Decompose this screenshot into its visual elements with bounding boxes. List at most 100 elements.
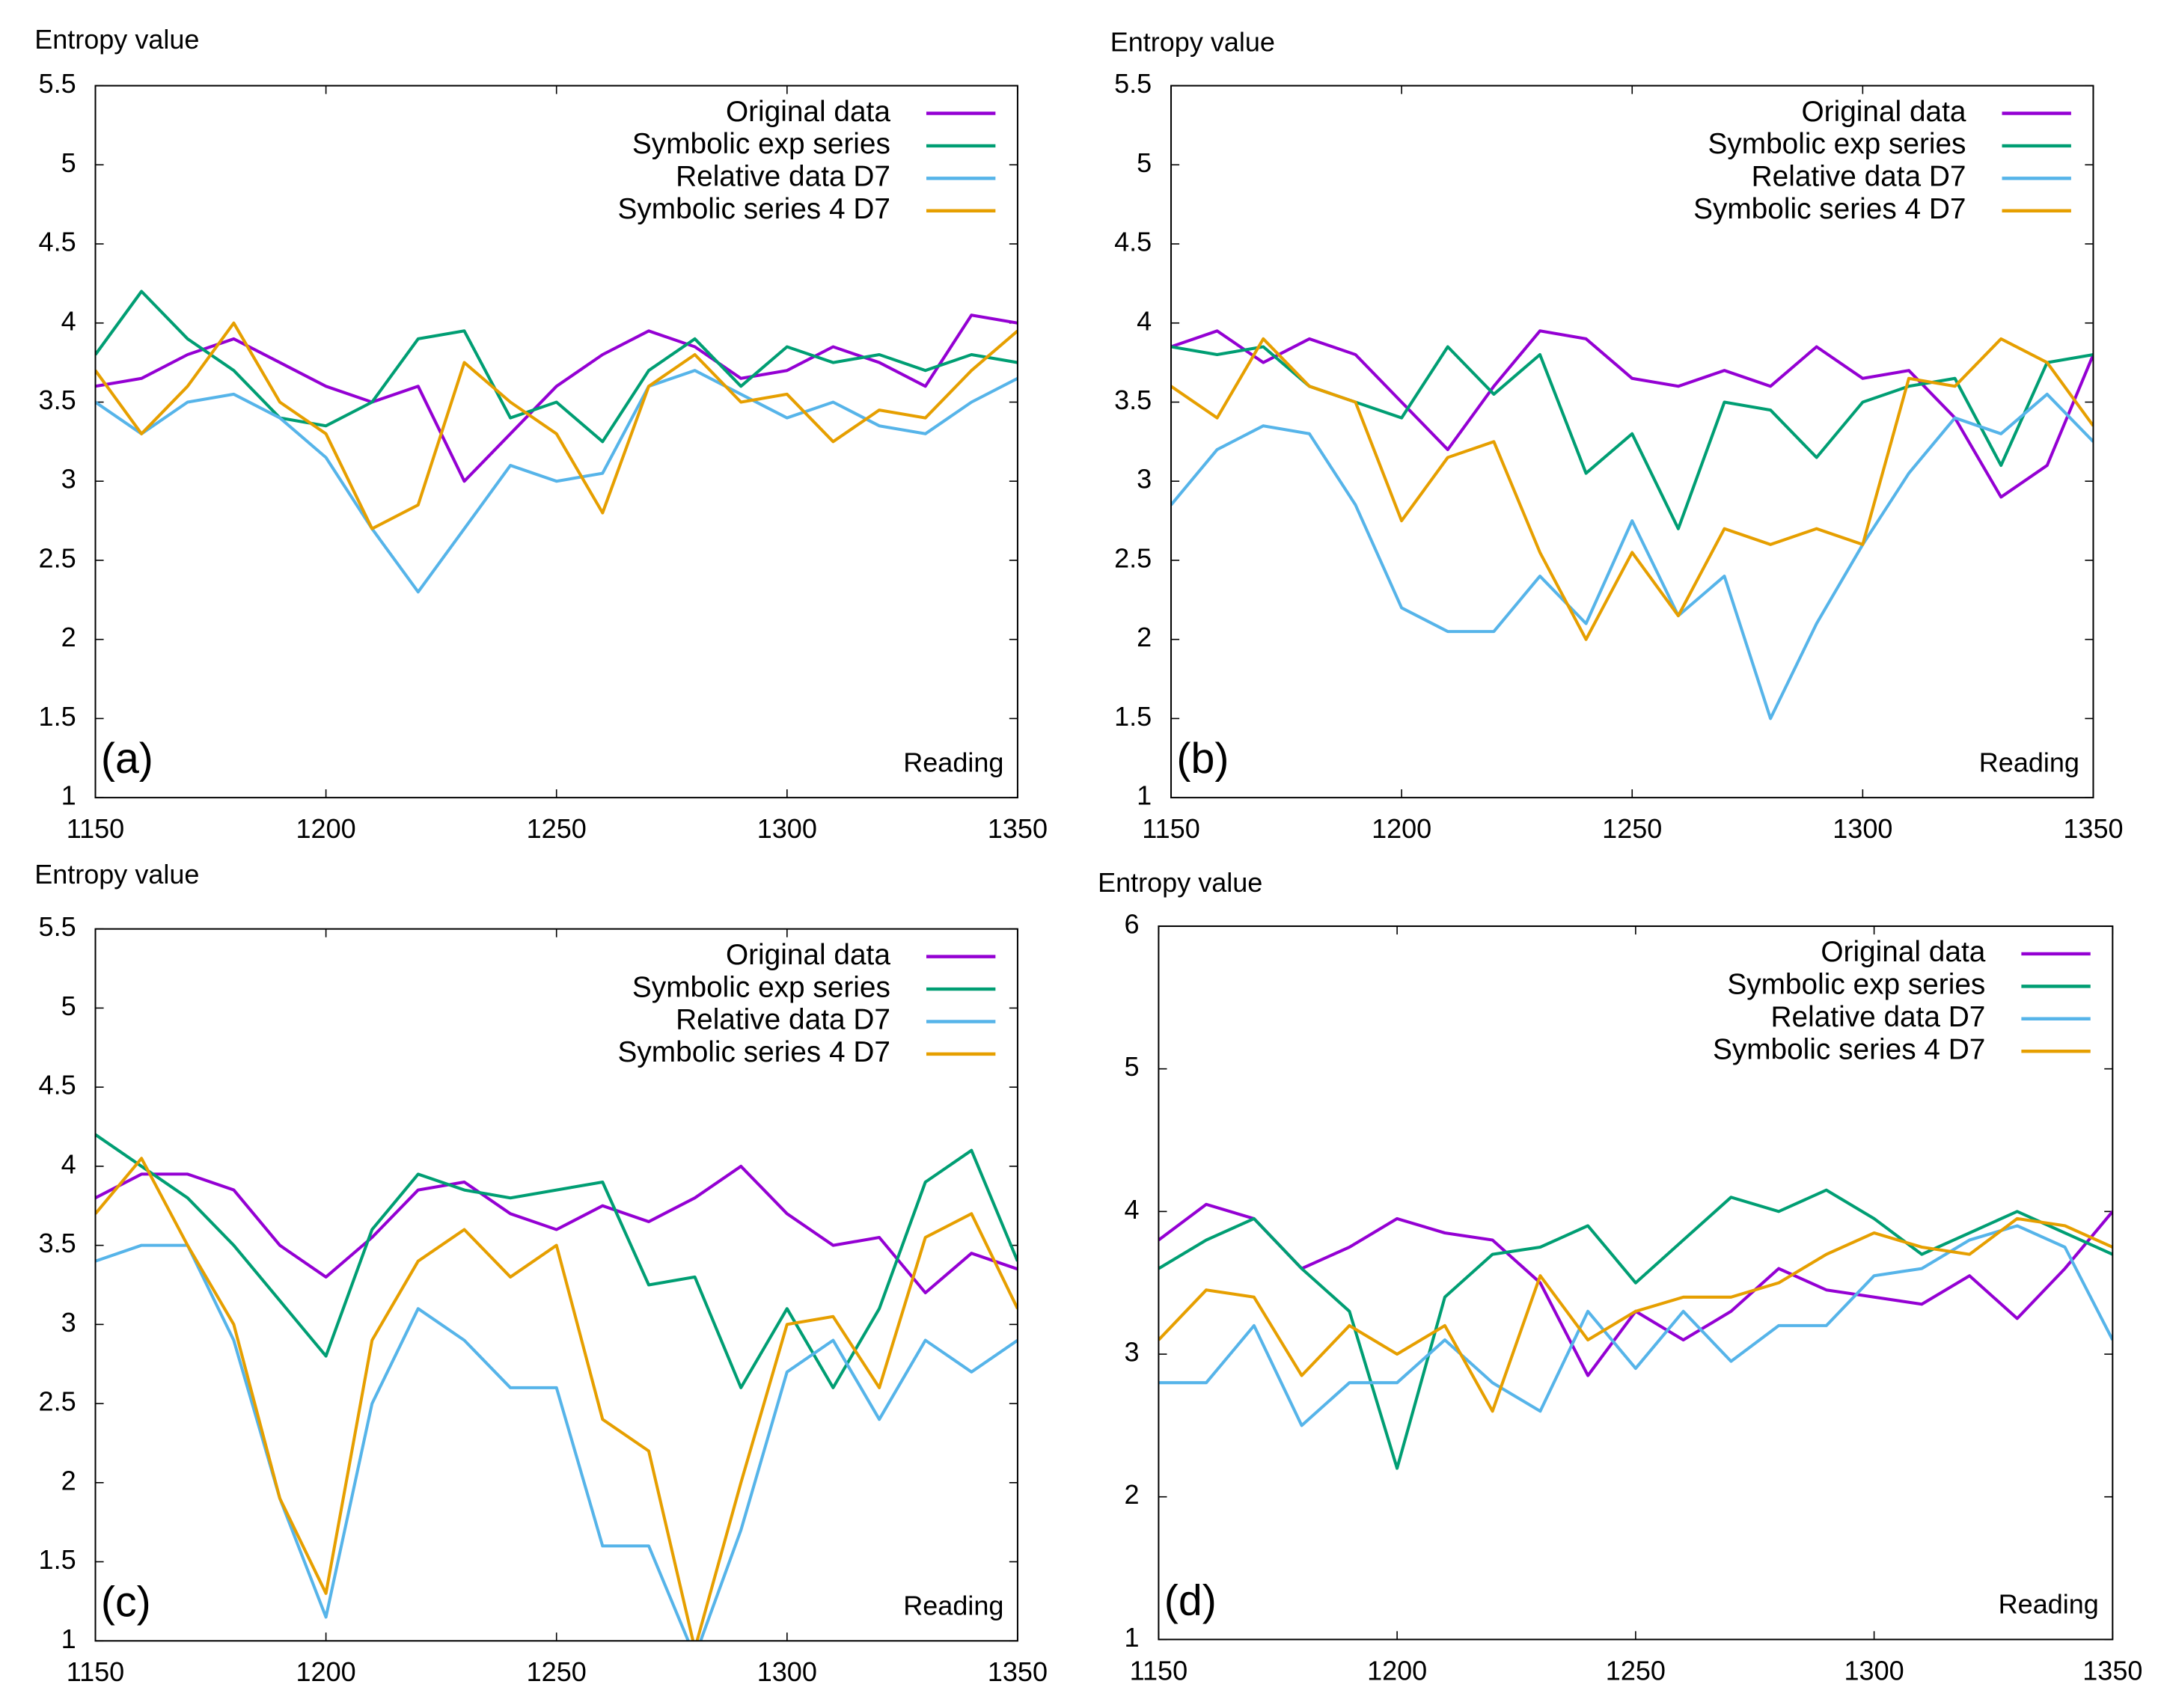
y-tick-label: 5	[61, 991, 76, 1021]
y-tick-label: 2.5	[39, 542, 76, 573]
series-line-2	[1171, 345, 2094, 530]
series-line-3	[1171, 392, 2094, 720]
series-line-2	[1158, 1188, 2113, 1470]
series-line-2	[95, 290, 1018, 444]
x-tick-label: 1150	[1142, 813, 1199, 844]
series-line-4	[1158, 1216, 2113, 1413]
legend-label: Relative data D7	[676, 1004, 890, 1036]
y-tick-label: 2	[61, 1465, 76, 1496]
x-tick-label: 1150	[67, 813, 124, 844]
x-tick-label: 1200	[1367, 1655, 1427, 1686]
series-line-3	[95, 1243, 1018, 1641]
x-tick-label: 1250	[527, 813, 587, 844]
y-tick-label: 3	[61, 1307, 76, 1338]
y-tick-label: 5	[1137, 147, 1152, 178]
x-tick-label: 1150	[1130, 1655, 1188, 1686]
series-line-1	[95, 1164, 1018, 1295]
panel-label: (b)	[1176, 735, 1229, 783]
x-tick-label: 1200	[1372, 813, 1431, 844]
legend-label: Original data	[726, 939, 890, 971]
x-tick-label: 1350	[988, 813, 1048, 844]
y-axis-title: Entropy value	[1110, 27, 1275, 58]
x-tick-label: 1300	[1833, 813, 1892, 844]
legend-label: Relative data D7	[676, 161, 890, 193]
series-line-1	[1171, 329, 2094, 499]
y-tick-label: 4	[61, 305, 76, 336]
legend-label: Relative data D7	[1752, 161, 1966, 193]
x-axis-title: Reading	[1979, 747, 2079, 777]
panel-c: Entropy value 1 1.5 2 2.5 3 3.5 4 4.5 5 5.5 1150 120…	[34, 859, 1048, 1687]
y-tick-label: 2.5	[1114, 542, 1152, 573]
legend-label: Symbolic series 4 D7	[618, 193, 890, 225]
y-tick-label: 4	[61, 1148, 76, 1179]
x-tick-label: 1150	[67, 1656, 124, 1687]
y-tick-label: 1.5	[39, 701, 76, 732]
legend-label: Symbolic exp series	[1708, 128, 1966, 160]
x-tick-label: 1350	[988, 1656, 1048, 1687]
series-line-2	[95, 1133, 1018, 1389]
y-tick-label: 1.5	[1114, 701, 1152, 732]
y-tick-label: 4.5	[39, 227, 76, 257]
x-tick-label: 1300	[757, 1656, 817, 1687]
x-tick-label: 1200	[296, 813, 356, 844]
legend-label: Relative data D7	[1771, 1001, 1986, 1033]
legend-label: Symbolic series 4 D7	[1693, 193, 1966, 225]
x-axis-title: Reading	[1999, 1589, 2099, 1620]
y-tick-label: 1	[1137, 780, 1152, 811]
y-tick-label: 3.5	[39, 1228, 76, 1258]
y-axis-title: Entropy value	[34, 24, 199, 55]
legend-label: Symbolic exp series	[632, 971, 890, 1003]
y-tick-label: 2	[61, 622, 76, 652]
panel-label: (c)	[101, 1578, 151, 1626]
y-tick-label: 4.5	[39, 1070, 76, 1101]
series-line-1	[95, 313, 1018, 483]
x-tick-label: 1300	[757, 813, 817, 844]
y-tick-label: 4	[1124, 1194, 1139, 1225]
series-line-3	[1158, 1224, 2113, 1427]
legend-label: Symbolic exp series	[632, 128, 890, 160]
plot-frame	[94, 928, 1018, 1642]
x-axis-title: Reading	[903, 747, 1003, 777]
legend-label: Original data	[1821, 936, 1985, 968]
y-tick-label: 3	[1124, 1337, 1139, 1368]
panel-label: (a)	[101, 735, 153, 783]
panel-d: Entropy value 1 2 3 4 5 6 1150 1200 1250 1300 1350 O…	[1098, 867, 2142, 1686]
plot-frame	[1158, 925, 2114, 1641]
y-axis-title: Entropy value	[1098, 867, 1262, 898]
y-tick-label: 3.5	[39, 385, 76, 415]
series-line-4	[1171, 337, 2094, 641]
y-tick-label: 5.5	[39, 911, 76, 942]
panel-label: (d)	[1164, 1576, 1217, 1624]
y-tick-label: 3.5	[1114, 385, 1152, 415]
legend-label: Symbolic series 4 D7	[618, 1036, 890, 1068]
y-tick-label: 2	[1137, 622, 1152, 652]
y-tick-label: 2	[1124, 1479, 1139, 1510]
y-tick-label: 5.5	[39, 68, 76, 99]
y-tick-label: 1	[61, 780, 76, 811]
y-axis-title: Entropy value	[34, 859, 199, 890]
y-tick-label: 4	[1137, 305, 1152, 336]
y-tick-label: 1	[1124, 1622, 1139, 1653]
y-tick-label: 5	[1124, 1051, 1139, 1082]
y-tick-label: 3	[61, 464, 76, 495]
series-line-4	[95, 1157, 1018, 1641]
x-tick-label: 1250	[1606, 1655, 1666, 1686]
legend-label: Original data	[1801, 96, 1966, 128]
x-tick-label: 1300	[1844, 1655, 1904, 1686]
series-line-1	[1158, 1202, 2113, 1377]
legend-label: Symbolic exp series	[1727, 969, 1985, 1001]
plot-frame	[94, 85, 1018, 799]
legend-label: Original data	[726, 96, 890, 128]
series-line-3	[95, 369, 1018, 594]
y-tick-label: 6	[1124, 908, 1139, 939]
y-tick-label: 5.5	[1114, 68, 1152, 99]
y-tick-label: 1.5	[39, 1544, 76, 1575]
x-tick-label: 1350	[2063, 813, 2123, 844]
panel-b: Entropy value 1 1.5 2 2.5 3 3.5 4 4.5 5 5.5 1150 120…	[1110, 27, 2124, 844]
x-axis-title: Reading	[903, 1590, 1003, 1620]
